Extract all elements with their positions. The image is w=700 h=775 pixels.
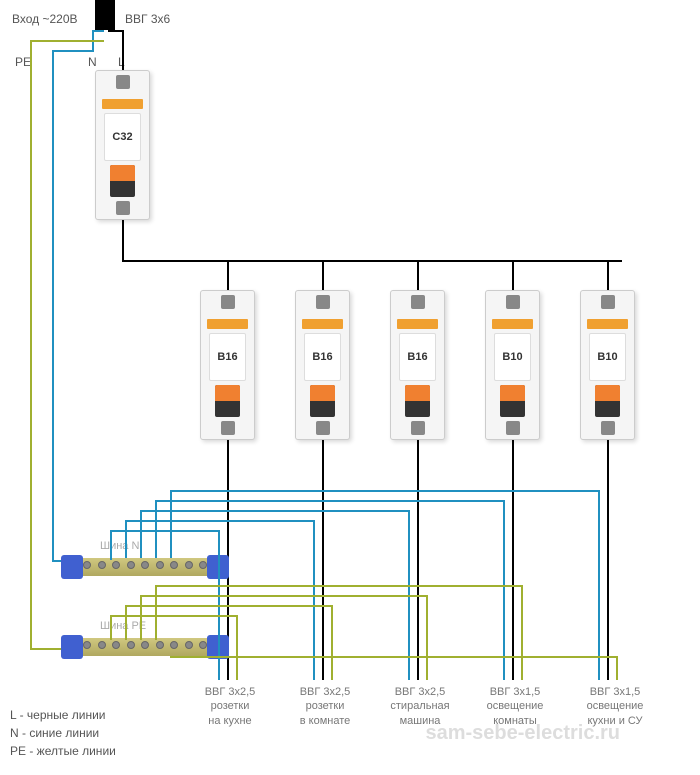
breaker-4: B10 [485, 290, 540, 440]
main-breaker: C32 [95, 70, 150, 220]
main-breaker-rating: C32 [104, 113, 141, 161]
breaker-2-rating: B16 [304, 333, 341, 381]
breaker-5-rating: B10 [589, 333, 626, 381]
legend: L - черные линии N - синие линии PE - же… [10, 706, 116, 760]
entry-terminal [95, 0, 115, 30]
busbar-pe [75, 638, 215, 656]
legend-l: L - черные линии [10, 706, 116, 724]
busbar-n [75, 558, 215, 576]
pe-label: PE [15, 55, 31, 69]
input-cable-label: ВВГ 3x6 [125, 12, 170, 26]
breaker-1: B16 [200, 290, 255, 440]
legend-pe: PE - желтые линии [10, 742, 116, 760]
breaker-2: B16 [295, 290, 350, 440]
watermark: sam-sebe-electric.ru [425, 722, 620, 745]
n-label: N [88, 55, 97, 69]
circuit-2-label: ВВГ 3x2,5розеткив комнате [290, 685, 360, 728]
legend-n: N - синие линии [10, 724, 116, 742]
wiring-diagram: Вход ~220В ВВГ 3x6 PE N L C32 B16 B16 [0, 0, 700, 775]
breaker-3-rating: B16 [399, 333, 436, 381]
breaker-1-rating: B16 [209, 333, 246, 381]
input-voltage-label: Вход ~220В [12, 12, 78, 26]
busbar-n-label: Шина N [100, 540, 139, 552]
breaker-5: B10 [580, 290, 635, 440]
breaker-3: B16 [390, 290, 445, 440]
circuit-1-label: ВВГ 3x2,5розеткина кухне [195, 685, 265, 728]
breaker-4-rating: B10 [494, 333, 531, 381]
